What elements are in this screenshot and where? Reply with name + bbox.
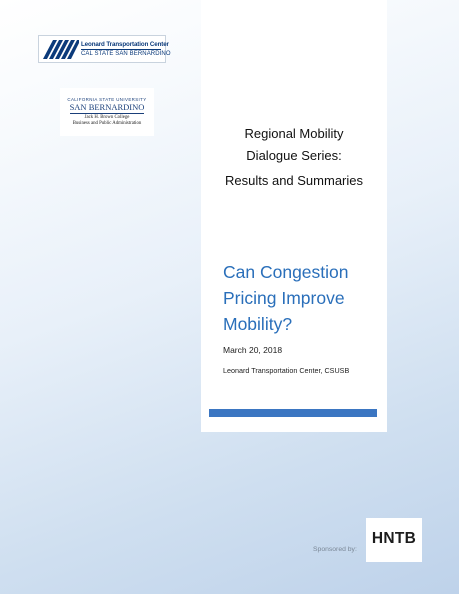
sponsored-by-label: Sponsored by: <box>313 546 357 553</box>
report-date: March 20, 2018 <box>223 345 283 355</box>
report-title-line1: Can Congestion <box>223 262 349 282</box>
report-title: Can Congestion Pricing Improve Mobility? <box>223 259 387 337</box>
ltc-name: Leonard Transportation Center <box>81 41 169 48</box>
ltc-campus: CAL STATE SAN BERNARDINO <box>81 51 171 57</box>
report-organization: Leonard Transportation Center, CSUSB <box>223 366 350 375</box>
hntb-logo: HNTB <box>366 518 422 562</box>
report-title-line2: Pricing Improve <box>223 288 345 308</box>
report-title-line3: Mobility? <box>223 314 293 334</box>
hntb-logo-text: HNTB <box>371 530 417 547</box>
leonard-transportation-center-logo: Leonard Transportation Center CAL STATE … <box>38 35 171 63</box>
series-title-line2: Dialogue Series: <box>246 148 342 163</box>
csusb-college: Jack H. Brown College <box>84 115 130 120</box>
series-title-line1: Regional Mobility <box>244 126 344 141</box>
csusb-logo: CALIFORNIA STATE UNIVERSITY SAN BERNARDI… <box>60 88 154 136</box>
ltc-divider <box>81 49 161 50</box>
csusb-campus: SAN BERNARDINO <box>69 102 145 112</box>
accent-bar <box>209 409 377 417</box>
series-title: Regional Mobility Dialogue Series: <box>201 123 387 167</box>
csusb-divider <box>70 113 144 114</box>
cover-panel: Regional Mobility Dialogue Series: Resul… <box>201 0 387 432</box>
series-subtitle: Results and Summaries <box>225 173 363 188</box>
csusb-university: CALIFORNIA STATE UNIVERSITY <box>67 97 147 102</box>
csusb-department: Business and Public Administration <box>72 121 142 126</box>
ltc-stripes-icon <box>43 40 79 59</box>
